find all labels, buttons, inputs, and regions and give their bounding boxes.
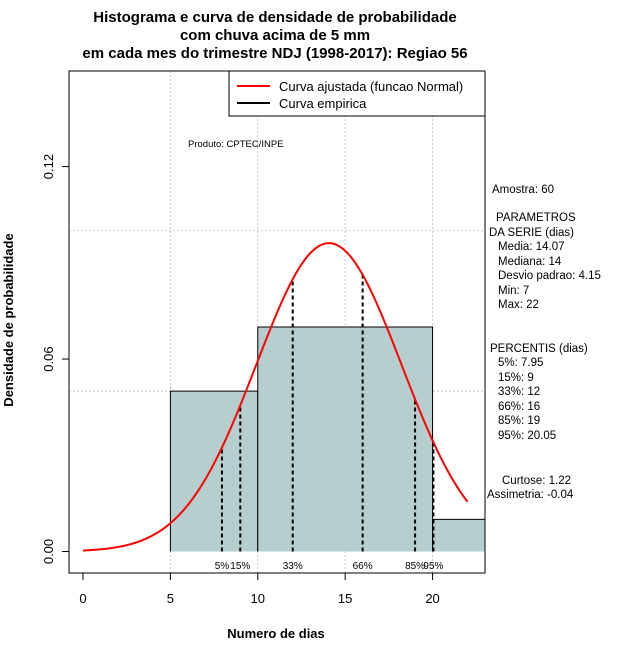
histogram-bar — [170, 391, 258, 552]
percentile-label: 66% — [353, 561, 373, 572]
legend: Curva ajustada (funcao Normal) Curva emp… — [228, 70, 486, 117]
legend-label-empirical: Curva empirica — [279, 96, 367, 111]
x-tick-label: 10 — [251, 591, 265, 606]
params-title: PARAMETROS — [496, 212, 576, 224]
x-tick-label: 5 — [167, 591, 174, 606]
chart-title-line-1: Histograma e curva de densidade de proba… — [93, 9, 456, 26]
histogram-bar — [257, 326, 433, 552]
percentile-95: 95%: 20.05 — [498, 430, 556, 442]
kurtosis: Curtose: 1.22 — [502, 475, 571, 487]
y-axis-title: Densidade de probabilidade — [1, 233, 16, 406]
chart-title-line-3: em cada mes do trimestre NDJ (1998-2017)… — [82, 45, 467, 62]
histogram-bars — [169, 326, 486, 552]
percentile-label: 33% — [283, 561, 303, 572]
stat-mean: Media: 14.07 — [498, 241, 565, 253]
legend-label-normal: Curva ajustada (funcao Normal) — [279, 79, 463, 94]
x-tick-label: 0 — [79, 591, 86, 606]
side-panel: Amostra: 60 PARAMETROS DA SERIE (dias) M… — [487, 184, 601, 501]
percentile-label: 85% — [405, 561, 425, 572]
percentile-label: 15% — [230, 561, 250, 572]
product-label: Produto: CPTEC/INPE — [188, 139, 284, 150]
chart-title-line-2: com chuva acima de 5 mm — [180, 27, 370, 44]
params-subtitle: DA SERIE (dias) — [489, 227, 574, 239]
percentile-label: 95% — [423, 561, 443, 572]
y-tick-label: 0.06 — [41, 346, 56, 371]
x-tick-label: 15 — [338, 591, 352, 606]
y-axis: 0.00 0.06 0.12 — [41, 154, 70, 564]
percentile-66: 66%: 16 — [498, 401, 540, 413]
histogram-bar — [432, 519, 485, 552]
normal-curve — [82, 242, 469, 552]
legend-box — [228, 70, 486, 117]
normal-curve-layer — [82, 242, 469, 552]
skewness: Assimetria: -0.04 — [487, 489, 574, 501]
percentile-5: 5%: 7.95 — [498, 357, 543, 369]
percentile-label: 5% — [215, 561, 230, 572]
stat-min: Min: 7 — [498, 285, 529, 297]
stat-max: Max: 22 — [498, 299, 539, 311]
percentile-lines: 5% 15% 33% 66% 85%95% — [215, 274, 444, 572]
x-tick-label: 20 — [425, 591, 439, 606]
percentile-33: 33%: 12 — [498, 386, 540, 398]
percentile-85: 85%: 19 — [498, 415, 540, 427]
percentile-15: 15%: 9 — [498, 372, 534, 384]
stat-sd: Desvio padrao: 4.15 — [498, 270, 601, 282]
percentiles-title: PERCENTIS (dias) — [490, 343, 588, 355]
x-axis: 0 5 10 15 20 — [79, 572, 440, 606]
y-tick-label: 0.00 — [41, 539, 56, 564]
sample-size: Amostra: 60 — [492, 184, 554, 196]
stat-median: Mediana: 14 — [498, 256, 562, 268]
y-tick-label: 0.12 — [41, 154, 56, 179]
x-axis-title: Numero de dias — [227, 626, 325, 641]
